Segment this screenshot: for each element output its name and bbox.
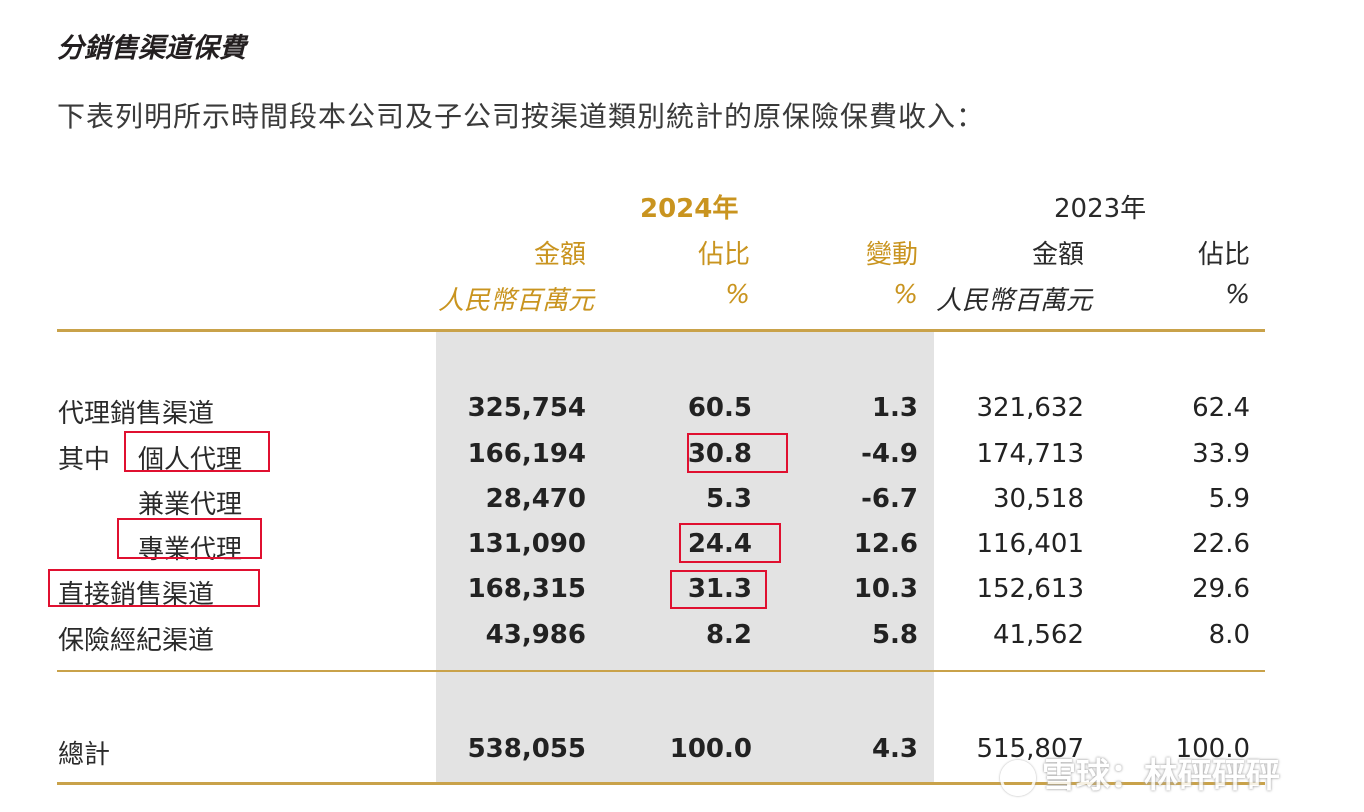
cell-amt23: 174,713 [976,439,1084,469]
highlight-box-individual-pct [687,433,788,473]
cell-total-chg: 4.3 [871,734,918,764]
watermark-text: 雪球：林砰砰砰 [1042,756,1280,796]
cell-chg: 5.8 [871,620,918,650]
cell-pct23: 62.4 [1192,393,1250,423]
cell-amt24: 168,315 [467,574,586,604]
cell-pct24: 60.5 [687,393,752,423]
cell-pct23: 22.6 [1192,529,1250,559]
intro-text: 下表列明所示時間段本公司及子公司按渠道類別統計的原保險保費收入： [57,100,986,133]
cell-total-amt24: 538,055 [467,734,586,764]
cell-amt24: 28,470 [485,484,586,514]
header-year-2023: 2023年 [1054,194,1147,224]
highlight-box-direct-sales [48,569,260,607]
row-label-broker: 保險經紀渠道 [58,626,215,656]
header-share-2024: 佔比 [697,240,750,270]
bottom-rule [57,782,1265,785]
cell-amt23: 41,562 [993,620,1084,650]
cell-amt24: 131,090 [467,529,586,559]
document-title: 分銷售渠道保費 [57,33,246,64]
cell-pct24: 30.8 [687,439,752,469]
cell-amt24: 325,754 [467,393,586,423]
cell-amt24: 166,194 [467,439,586,469]
cell-pct24: 8.2 [705,620,752,650]
header-share-2023: 佔比 [1197,240,1250,270]
cell-chg: -4.9 [861,439,918,469]
cell-pct24: 31.3 [687,574,752,604]
snowball-logo-icon [1000,759,1036,796]
highlight-box-individual-agent [124,431,270,472]
subtotal-rule [57,670,1265,672]
cell-amt24: 43,986 [485,620,586,650]
row-label-concurrent-agent: 兼業代理 [138,490,243,520]
cell-chg: 12.6 [853,529,918,559]
row-label-agency: 代理銷售渠道 [58,399,215,429]
unit-amount-2024: 人民幣百萬元 [437,286,594,316]
cell-chg: 10.3 [853,574,918,604]
highlight-box-professional-agent [117,518,262,559]
row-label-professional-agent: 專業代理 [138,535,243,565]
header-amount-2023: 金額 [1031,240,1084,270]
cell-total-pct23: 100.0 [1175,734,1250,764]
row-prefix-of-which: 其中 [58,445,111,475]
unit-change: % [893,280,918,310]
header-amount-2024: 金額 [533,240,586,270]
cell-pct24: 24.4 [687,529,752,559]
cell-pct23: 29.6 [1192,574,1250,604]
watermark: 雪球：林砰砰砰 [1000,748,1280,797]
unit-share-2024: % [725,280,750,310]
shade-2024-upper [436,331,934,670]
cell-chg: -6.7 [861,484,918,514]
cell-total-pct24: 100.0 [669,734,752,764]
shade-2024-lower [436,672,934,784]
header-rule [57,329,1265,332]
cell-amt23: 152,613 [976,574,1084,604]
row-label-total: 總計 [58,740,111,770]
cell-amt23: 116,401 [976,529,1084,559]
cell-total-amt23: 515,807 [976,734,1084,764]
unit-amount-2023: 人民幣百萬元 [935,286,1092,316]
highlight-box-direct-pct [670,570,767,609]
unit-share-2023: % [1225,280,1250,310]
cell-pct24: 5.3 [705,484,752,514]
highlight-box-professional-pct [679,523,781,563]
header-change: 變動 [865,240,918,270]
cell-pct23: 8.0 [1208,620,1250,650]
cell-amt23: 30,518 [993,484,1084,514]
cell-amt23: 321,632 [976,393,1084,423]
header-year-2024: 2024年 [640,194,739,224]
cell-chg: 1.3 [871,393,918,423]
cell-pct23: 33.9 [1192,439,1250,469]
cell-pct23: 5.9 [1208,484,1250,514]
